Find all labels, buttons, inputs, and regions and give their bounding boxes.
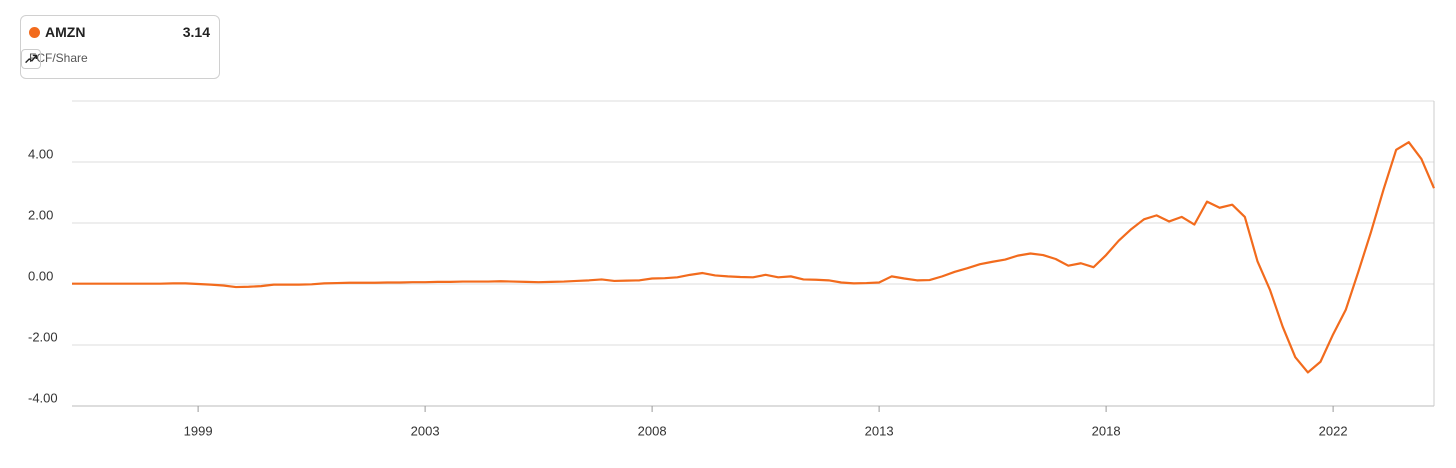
legend-name: AMZN [45,24,86,40]
x-tick-label: 2018 [1092,423,1121,438]
legend-swatch [29,27,40,38]
x-tick-label: 1999 [184,423,213,438]
y-tick-label: 4.00 [28,146,53,161]
y-tick-label: -2.00 [28,329,58,344]
latest-value: 3.14 [182,24,210,40]
y-tick-label: -4.00 [28,390,58,405]
legend-card: AMZN 3.14 FCF/Share [20,15,220,79]
x-tick-label: 2013 [865,423,894,438]
x-tick-label: 2022 [1319,423,1348,438]
trend-button[interactable] [21,49,41,69]
y-tick-label: 0.00 [28,268,53,283]
series-line [72,141,1436,374]
y-tick-label: 2.00 [28,207,53,222]
x-tick-label: 2008 [638,423,667,438]
metric-name: FCF/Share [29,51,88,65]
x-tick-label: 2003 [411,423,440,438]
